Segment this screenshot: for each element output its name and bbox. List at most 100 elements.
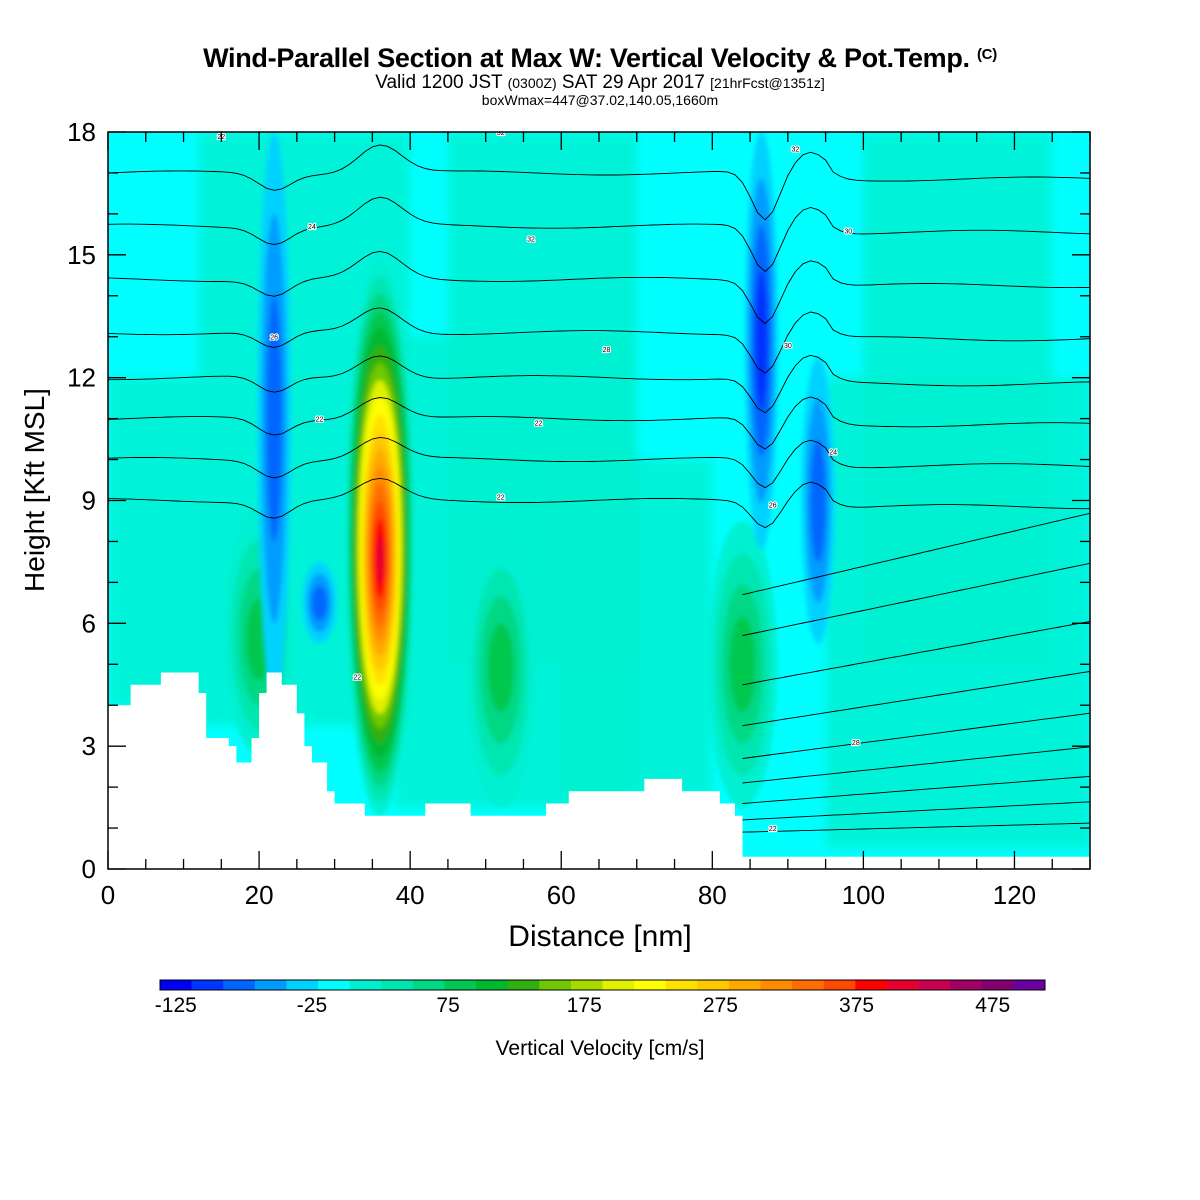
colorbar-swatch bbox=[160, 980, 192, 990]
downdraft-core bbox=[257, 132, 291, 706]
isentrope-line bbox=[108, 354, 1090, 414]
chart-subtitle-valid-time: Valid 1200 JST (0300Z) SAT 29 Apr 2017 [… bbox=[375, 72, 825, 93]
colorbar-tick-label: -125 bbox=[155, 994, 197, 1017]
x-tick-label: 20 bbox=[245, 880, 274, 910]
colorbar-swatch bbox=[792, 980, 825, 990]
terrain bbox=[108, 672, 1090, 869]
low-isentrope-line bbox=[742, 621, 1090, 686]
field-level bbox=[755, 271, 768, 411]
chart-title: Wind-Parallel Section at Max W: Vertical… bbox=[203, 43, 997, 73]
colorbar-swatch bbox=[981, 980, 1014, 990]
colorbar-swatch bbox=[855, 980, 888, 990]
colorbar-swatch bbox=[665, 980, 698, 990]
weak-band bbox=[863, 132, 1053, 665]
x-axis-title: Distance [nm] bbox=[508, 920, 692, 953]
low-isentrope-line bbox=[742, 801, 1090, 821]
colorbar-swatch bbox=[760, 980, 793, 990]
y-tick-label: 12 bbox=[67, 363, 96, 393]
contour-label: 22 bbox=[769, 826, 777, 833]
contour-label: 22 bbox=[353, 675, 361, 682]
colorbar-tick-label: 175 bbox=[567, 994, 602, 1017]
colorbar-swatch bbox=[602, 980, 635, 990]
field-level bbox=[376, 535, 384, 584]
colorbar-swatch bbox=[1013, 980, 1046, 990]
y-tick-label: 0 bbox=[82, 854, 96, 884]
colorbar-swatch bbox=[318, 980, 350, 990]
contour-label: 24 bbox=[829, 449, 837, 456]
colorbar-label: Vertical Velocity [cm/s] bbox=[495, 1037, 705, 1060]
colorbar-swatch bbox=[634, 980, 667, 990]
colorbar-swatch bbox=[349, 980, 382, 990]
colorbar-swatch bbox=[286, 980, 319, 990]
colorbar: -125 -25 75 175 275 375 475 bbox=[155, 979, 1046, 1017]
contour-label: 26 bbox=[769, 503, 777, 510]
y-tick-label: 9 bbox=[82, 486, 96, 516]
colorbar-swatch bbox=[886, 980, 919, 990]
field-level bbox=[810, 439, 826, 562]
contour-label: 22 bbox=[316, 417, 324, 424]
contour-label: 30 bbox=[844, 228, 852, 235]
updraft-core bbox=[466, 541, 536, 808]
colorbar-swatch bbox=[697, 980, 730, 990]
contour-label: 22 bbox=[497, 494, 505, 501]
colorbar-tick-label: -25 bbox=[297, 994, 327, 1017]
y-tick-label: 15 bbox=[67, 240, 96, 270]
contour-label: 32 bbox=[497, 130, 505, 137]
colorbar-tick-label: 75 bbox=[436, 994, 459, 1017]
contour-label: 32 bbox=[527, 236, 535, 243]
contour-label: 30 bbox=[784, 343, 792, 350]
colorbar-swatch bbox=[191, 980, 224, 990]
colorbar-swatch bbox=[728, 980, 761, 990]
colorbar-swatch bbox=[918, 980, 951, 990]
x-tick-label: 120 bbox=[993, 880, 1036, 910]
isentrope-line bbox=[108, 396, 1090, 450]
y-tick-label: 3 bbox=[82, 731, 96, 761]
field-level bbox=[311, 585, 328, 621]
colorbar-swatch bbox=[570, 980, 603, 990]
updraft-core bbox=[707, 520, 778, 808]
downdraft-core bbox=[801, 357, 835, 644]
weak-band bbox=[561, 459, 713, 796]
contour-label: 28 bbox=[603, 347, 611, 354]
y-axis-title: Height [Kft MSL] bbox=[19, 388, 50, 592]
colorbar-swatch bbox=[381, 980, 414, 990]
x-tick-label: 40 bbox=[396, 880, 425, 910]
colorbar-swatch bbox=[507, 980, 540, 990]
contour-label: 32 bbox=[792, 146, 800, 153]
colorbar-tick-label: 275 bbox=[703, 994, 738, 1017]
isentrope-line bbox=[108, 196, 1090, 273]
colorbar-swatch bbox=[539, 980, 572, 990]
downdraft-core bbox=[302, 561, 337, 644]
colorbar-tick-label: 475 bbox=[975, 994, 1010, 1017]
colorbar-swatch bbox=[254, 980, 287, 990]
low-isentrope-line bbox=[742, 712, 1090, 759]
colorbar-tick-label: 375 bbox=[839, 994, 874, 1017]
colorbar-swatch bbox=[823, 980, 856, 990]
downdraft-core bbox=[744, 132, 779, 550]
field-level bbox=[729, 616, 756, 713]
colorbar-swatch bbox=[223, 980, 256, 990]
y-tick-label: 6 bbox=[82, 608, 96, 638]
low-isentrope-line bbox=[742, 775, 1090, 804]
field-level bbox=[487, 623, 514, 713]
contour-label: 22 bbox=[535, 421, 543, 428]
colorbar-frame bbox=[159, 979, 1046, 991]
isentrope-line bbox=[108, 477, 1090, 529]
x-tick-label: 80 bbox=[698, 880, 727, 910]
low-isentrope-line bbox=[742, 671, 1090, 727]
field-level bbox=[266, 295, 282, 542]
chart-subtitle-box-max: boxWmax=447@37.02,140.05,1660m bbox=[481, 92, 719, 108]
x-tick-label: 60 bbox=[547, 880, 576, 910]
y-axis-title-wrapper: Height [Kft MSL] bbox=[15, 370, 55, 610]
low-isentrope-line bbox=[742, 822, 1090, 833]
updraft-core bbox=[345, 258, 415, 816]
weak-band bbox=[108, 377, 199, 706]
isentrope-line bbox=[108, 307, 1090, 374]
colorbar-swatch bbox=[476, 980, 508, 990]
low-isentrope-line bbox=[742, 512, 1090, 596]
potential-temperature-contours: 2232243226282222222232303024262822 bbox=[108, 130, 1090, 834]
x-tick-label: 0 bbox=[101, 880, 115, 910]
low-isentrope-line bbox=[742, 746, 1090, 784]
contour-label: 28 bbox=[852, 740, 860, 747]
